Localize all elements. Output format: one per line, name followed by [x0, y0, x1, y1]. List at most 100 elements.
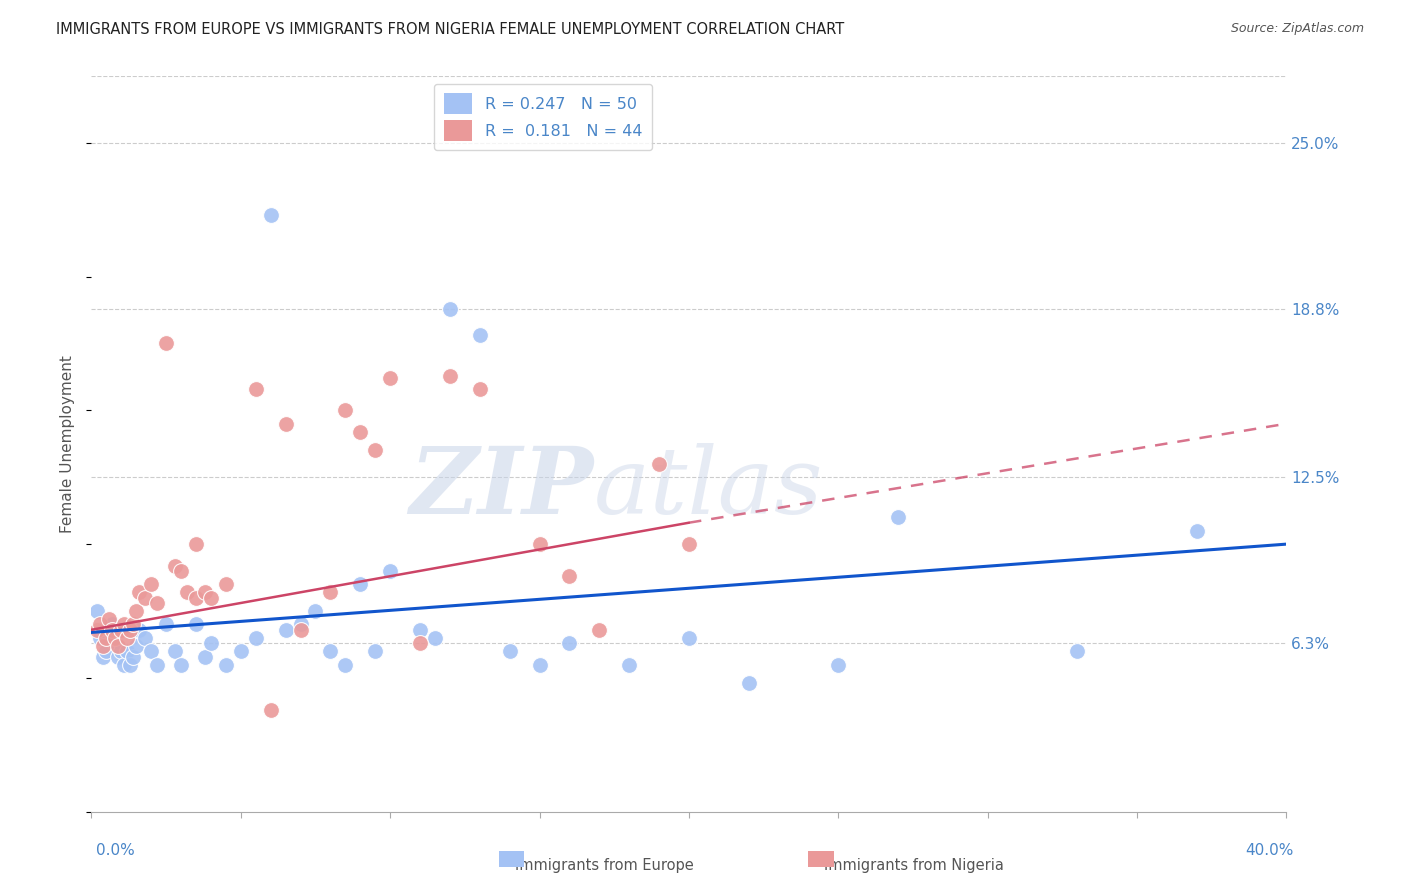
Text: 0.0%: 0.0% — [96, 843, 135, 858]
Legend: R = 0.247   N = 50, R =  0.181   N = 44: R = 0.247 N = 50, R = 0.181 N = 44 — [434, 84, 652, 151]
Immigrants from Nigeria — [146, 596, 169, 610]
Immigrants from Nigeria — [89, 617, 111, 632]
Text: IMMIGRANTS FROM EUROPE VS IMMIGRANTS FROM NIGERIA FEMALE UNEMPLOYMENT CORRELATIO: IMMIGRANTS FROM EUROPE VS IMMIGRANTS FRO… — [56, 22, 845, 37]
Immigrants from Nigeria — [259, 703, 281, 717]
Immigrants from Nigeria — [335, 403, 357, 417]
Immigrants from Nigeria — [380, 371, 402, 385]
Immigrants from Europe — [1185, 524, 1208, 538]
Immigrants from Nigeria — [184, 591, 207, 605]
Immigrants from Europe — [93, 649, 115, 664]
Immigrants from Europe — [115, 644, 138, 658]
Text: ZIP: ZIP — [409, 443, 593, 533]
Immigrants from Europe — [335, 657, 357, 672]
Immigrants from Nigeria — [115, 631, 138, 645]
Immigrants from Europe — [319, 644, 342, 658]
Immigrants from Nigeria — [107, 639, 129, 653]
Text: Immigrants from Europe: Immigrants from Europe — [515, 858, 695, 873]
Immigrants from Nigeria — [245, 382, 267, 396]
Immigrants from Europe — [104, 636, 127, 650]
Immigrants from Europe — [101, 617, 124, 632]
Immigrants from Europe — [290, 617, 312, 632]
Immigrants from Europe — [128, 623, 150, 637]
Immigrants from Europe — [200, 636, 222, 650]
Immigrants from Europe — [125, 639, 148, 653]
Immigrants from Nigeria — [101, 623, 124, 637]
Immigrants from Europe — [380, 564, 402, 578]
Immigrants from Nigeria — [409, 636, 432, 650]
Immigrants from Europe — [364, 644, 387, 658]
Immigrants from Nigeria — [215, 577, 238, 591]
Immigrants from Nigeria — [170, 564, 193, 578]
Immigrants from Europe — [439, 301, 461, 316]
Immigrants from Europe — [499, 644, 522, 658]
Immigrants from Europe — [229, 644, 252, 658]
Immigrants from Nigeria — [274, 417, 297, 431]
Immigrants from Europe — [155, 617, 177, 632]
Immigrants from Nigeria — [290, 623, 312, 637]
Immigrants from Europe — [274, 623, 297, 637]
Immigrants from Nigeria — [86, 623, 108, 637]
Immigrants from Europe — [737, 676, 759, 690]
Immigrants from Nigeria — [468, 382, 491, 396]
Y-axis label: Female Unemployment: Female Unemployment — [60, 355, 76, 533]
Immigrants from Nigeria — [98, 612, 121, 626]
Immigrants from Europe — [107, 649, 129, 664]
Immigrants from Nigeria — [122, 617, 145, 632]
Immigrants from Europe — [678, 631, 700, 645]
Immigrants from Nigeria — [120, 623, 142, 637]
Immigrants from Europe — [96, 644, 118, 658]
Immigrants from Nigeria — [141, 577, 163, 591]
Immigrants from Nigeria — [176, 585, 198, 599]
Immigrants from Europe — [184, 617, 207, 632]
Immigrants from Nigeria — [558, 569, 581, 583]
Immigrants from Europe — [98, 623, 121, 637]
Immigrants from Europe — [409, 623, 432, 637]
Immigrants from Nigeria — [184, 537, 207, 551]
Immigrants from Europe — [245, 631, 267, 645]
Immigrants from Europe — [122, 649, 145, 664]
Immigrants from Nigeria — [104, 631, 127, 645]
Immigrants from Europe — [423, 631, 446, 645]
Immigrants from Nigeria — [93, 639, 115, 653]
Immigrants from Europe — [529, 657, 551, 672]
Immigrants from Europe — [112, 657, 135, 672]
Immigrants from Nigeria — [128, 585, 150, 599]
Immigrants from Europe — [120, 657, 142, 672]
Immigrants from Europe — [887, 510, 910, 524]
Immigrants from Nigeria — [155, 336, 177, 351]
Immigrants from Europe — [170, 657, 193, 672]
Immigrants from Europe — [110, 644, 132, 658]
Text: Source: ZipAtlas.com: Source: ZipAtlas.com — [1230, 22, 1364, 36]
Immigrants from Europe — [194, 649, 217, 664]
Immigrants from Europe — [134, 631, 156, 645]
Text: 40.0%: 40.0% — [1246, 843, 1294, 858]
Immigrants from Nigeria — [319, 585, 342, 599]
Immigrants from Nigeria — [678, 537, 700, 551]
Immigrants from Nigeria — [110, 623, 132, 637]
Immigrants from Europe — [1066, 644, 1088, 658]
Immigrants from Europe — [215, 657, 238, 672]
Immigrants from Nigeria — [439, 368, 461, 383]
Text: atlas: atlas — [593, 443, 823, 533]
Immigrants from Europe — [619, 657, 641, 672]
Text: Immigrants from Nigeria: Immigrants from Nigeria — [824, 858, 1004, 873]
Immigrants from Nigeria — [648, 457, 671, 471]
Immigrants from Europe — [146, 657, 169, 672]
Immigrants from Nigeria — [364, 443, 387, 458]
Immigrants from Nigeria — [96, 631, 118, 645]
Immigrants from Europe — [349, 577, 371, 591]
Immigrants from Europe — [468, 328, 491, 343]
Immigrants from Europe — [163, 644, 186, 658]
Immigrants from Europe — [259, 208, 281, 222]
Immigrants from Europe — [86, 604, 108, 618]
Immigrants from Europe — [89, 631, 111, 645]
Immigrants from Nigeria — [112, 617, 135, 632]
Immigrants from Nigeria — [529, 537, 551, 551]
Immigrants from Europe — [558, 636, 581, 650]
Immigrants from Europe — [141, 644, 163, 658]
Immigrants from Nigeria — [588, 623, 610, 637]
Immigrants from Nigeria — [125, 604, 148, 618]
Immigrants from Europe — [827, 657, 849, 672]
Immigrants from Nigeria — [163, 558, 186, 573]
Immigrants from Nigeria — [349, 425, 371, 439]
